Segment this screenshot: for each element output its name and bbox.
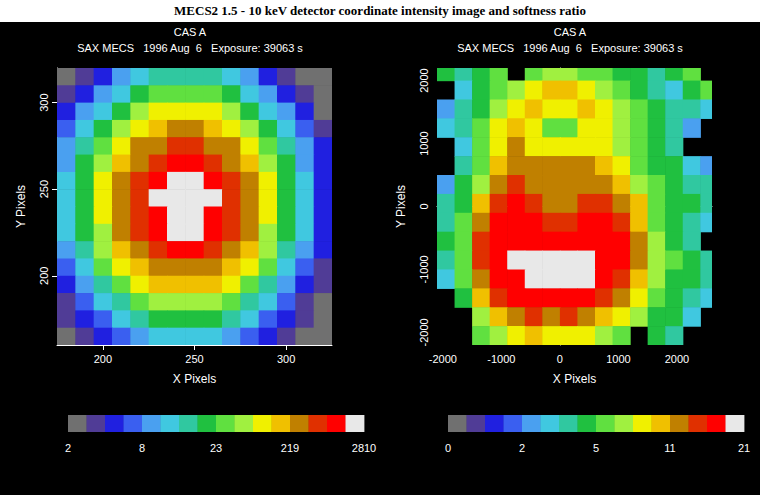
svg-text:Y Pixels: Y Pixels (394, 185, 408, 228)
svg-text:250: 250 (185, 353, 203, 365)
svg-text:23: 23 (210, 442, 222, 454)
svg-text:200: 200 (94, 353, 112, 365)
svg-text:Y Pixels: Y Pixels (14, 185, 28, 228)
svg-text:300: 300 (277, 353, 295, 365)
svg-text:-2000: -2000 (429, 353, 457, 365)
svg-text:21: 21 (738, 442, 750, 454)
svg-text:CAS A: CAS A (174, 26, 207, 38)
svg-text:200: 200 (38, 267, 50, 285)
svg-text:219: 219 (281, 442, 299, 454)
svg-text:1000: 1000 (606, 353, 630, 365)
svg-text:2: 2 (519, 442, 525, 454)
svg-text:SAX MECS 1996 Aug 6 Expos: SAX MECS 1996 Aug 6 Exposure: 39063 s (457, 42, 683, 54)
svg-text:SAX MECS 1996 Aug 6 Expos: SAX MECS 1996 Aug 6 Exposure: 39063 s (77, 42, 303, 54)
svg-text:CAS A: CAS A (554, 26, 587, 38)
svg-text:8: 8 (139, 442, 145, 454)
svg-text:2000: 2000 (418, 68, 430, 92)
svg-text:2: 2 (65, 442, 71, 454)
svg-text:11: 11 (664, 442, 675, 454)
svg-text:0: 0 (445, 442, 451, 454)
svg-text:2810: 2810 (352, 442, 376, 454)
svg-text:0: 0 (557, 353, 563, 365)
svg-text:300: 300 (38, 93, 50, 111)
svg-text:0: 0 (418, 203, 430, 209)
svg-text:X Pixels: X Pixels (173, 372, 216, 386)
svg-text:-1000: -1000 (418, 255, 430, 283)
svg-text:-2000: -2000 (418, 318, 430, 346)
svg-text:2000: 2000 (665, 353, 689, 365)
svg-text:250: 250 (38, 180, 50, 198)
html-text:MECS2 1.5 - 10 keV detector co: MECS2 1.5 - 10 keV detector coordinate i… (174, 3, 586, 18)
svg-text:-1000: -1000 (487, 353, 515, 365)
svg-text:5: 5 (593, 442, 599, 454)
svg-text:X Pixels: X Pixels (553, 372, 596, 386)
svg-text:1000: 1000 (418, 131, 430, 155)
